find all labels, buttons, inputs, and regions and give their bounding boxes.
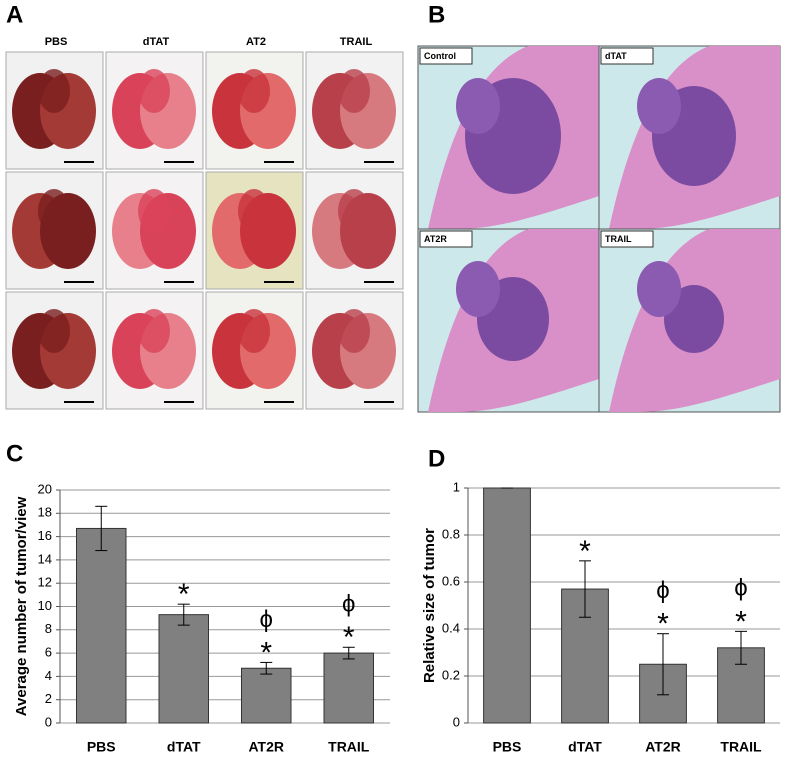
tumor bbox=[456, 261, 500, 317]
y-tick-label: 1 bbox=[453, 479, 460, 494]
bar bbox=[76, 527, 127, 724]
panel-label: D bbox=[428, 445, 445, 472]
difference-mark: ϕ bbox=[260, 606, 273, 633]
lung bbox=[38, 189, 70, 233]
y-tick-label: 0 bbox=[453, 714, 460, 729]
bar bbox=[483, 487, 531, 724]
panel-label: B bbox=[428, 1, 445, 28]
lung bbox=[338, 309, 370, 353]
error-bar bbox=[177, 603, 190, 626]
lung bbox=[138, 189, 170, 233]
significance-mark: * bbox=[343, 621, 355, 654]
y-axis-label: Relative size of tumor bbox=[421, 528, 438, 683]
error-bar bbox=[342, 646, 355, 660]
x-tick-label: AT2R bbox=[645, 739, 681, 755]
x-tick-label: dTAT bbox=[167, 739, 201, 755]
y-tick-label: 0.4 bbox=[442, 620, 460, 635]
image-label: AT2R bbox=[424, 234, 447, 244]
tumor bbox=[456, 78, 500, 134]
tumor bbox=[637, 78, 681, 134]
bar bbox=[323, 652, 374, 724]
y-tick-label: 0.8 bbox=[442, 526, 460, 541]
panel-label: A bbox=[6, 1, 23, 28]
lung bbox=[238, 189, 270, 233]
y-tick-label: 16 bbox=[38, 528, 52, 543]
lung bbox=[138, 69, 170, 113]
difference-mark: ϕ bbox=[734, 575, 747, 602]
y-tick-label: 4 bbox=[45, 668, 52, 683]
error-bar bbox=[657, 633, 669, 696]
lung bbox=[338, 189, 370, 233]
lung bbox=[238, 69, 270, 113]
significance-mark: * bbox=[657, 608, 669, 641]
lung bbox=[238, 309, 270, 353]
panel-label: C bbox=[6, 440, 23, 467]
significance-mark: * bbox=[178, 578, 190, 611]
difference-mark: ϕ bbox=[656, 577, 669, 604]
error-bar bbox=[735, 630, 747, 665]
x-tick-label: dTAT bbox=[568, 739, 602, 755]
image-label: TRAIL bbox=[605, 234, 632, 244]
y-tick-label: 0.6 bbox=[442, 573, 460, 588]
tumor bbox=[637, 261, 681, 317]
x-tick-label: AT2R bbox=[248, 739, 284, 755]
image-label-box bbox=[419, 230, 473, 248]
error-bar bbox=[579, 560, 591, 618]
x-tick-label: PBS bbox=[87, 739, 116, 755]
column-label: TRAIL bbox=[340, 36, 373, 48]
error-bar bbox=[260, 661, 273, 675]
lung bbox=[338, 69, 370, 113]
image-label: dTAT bbox=[605, 51, 627, 61]
column-label: AT2 bbox=[246, 36, 266, 48]
y-tick-label: 18 bbox=[38, 505, 52, 520]
significance-mark: * bbox=[579, 535, 591, 568]
error-bar bbox=[95, 505, 108, 552]
y-tick-label: 8 bbox=[45, 621, 52, 636]
column-label: PBS bbox=[45, 36, 68, 48]
y-tick-label: 10 bbox=[38, 598, 52, 613]
significance-mark: * bbox=[735, 605, 747, 638]
image-label-box bbox=[600, 47, 654, 65]
difference-mark: ϕ bbox=[342, 591, 355, 618]
y-tick-label: 12 bbox=[38, 575, 52, 590]
y-tick-label: 0.2 bbox=[442, 667, 460, 682]
image-label-box bbox=[419, 47, 473, 65]
column-label: dTAT bbox=[143, 36, 170, 48]
bar bbox=[158, 614, 209, 724]
lung bbox=[138, 309, 170, 353]
x-tick-label: TRAIL bbox=[328, 739, 370, 755]
y-tick-label: 2 bbox=[45, 691, 52, 706]
tumor bbox=[664, 285, 724, 353]
x-tick-label: PBS bbox=[493, 739, 522, 755]
y-tick-label: 14 bbox=[38, 551, 52, 566]
x-tick-label: TRAIL bbox=[720, 739, 762, 755]
image-label: Control bbox=[424, 51, 456, 61]
significance-mark: * bbox=[260, 636, 272, 669]
lung bbox=[38, 309, 70, 353]
image-label-box bbox=[600, 230, 654, 248]
bar bbox=[241, 667, 292, 724]
y-axis-label: Average number of tumor/view bbox=[13, 496, 30, 716]
y-tick-label: 0 bbox=[45, 714, 52, 729]
y-tick-label: 20 bbox=[38, 481, 52, 496]
lung bbox=[38, 69, 70, 113]
y-tick-label: 6 bbox=[45, 645, 52, 660]
